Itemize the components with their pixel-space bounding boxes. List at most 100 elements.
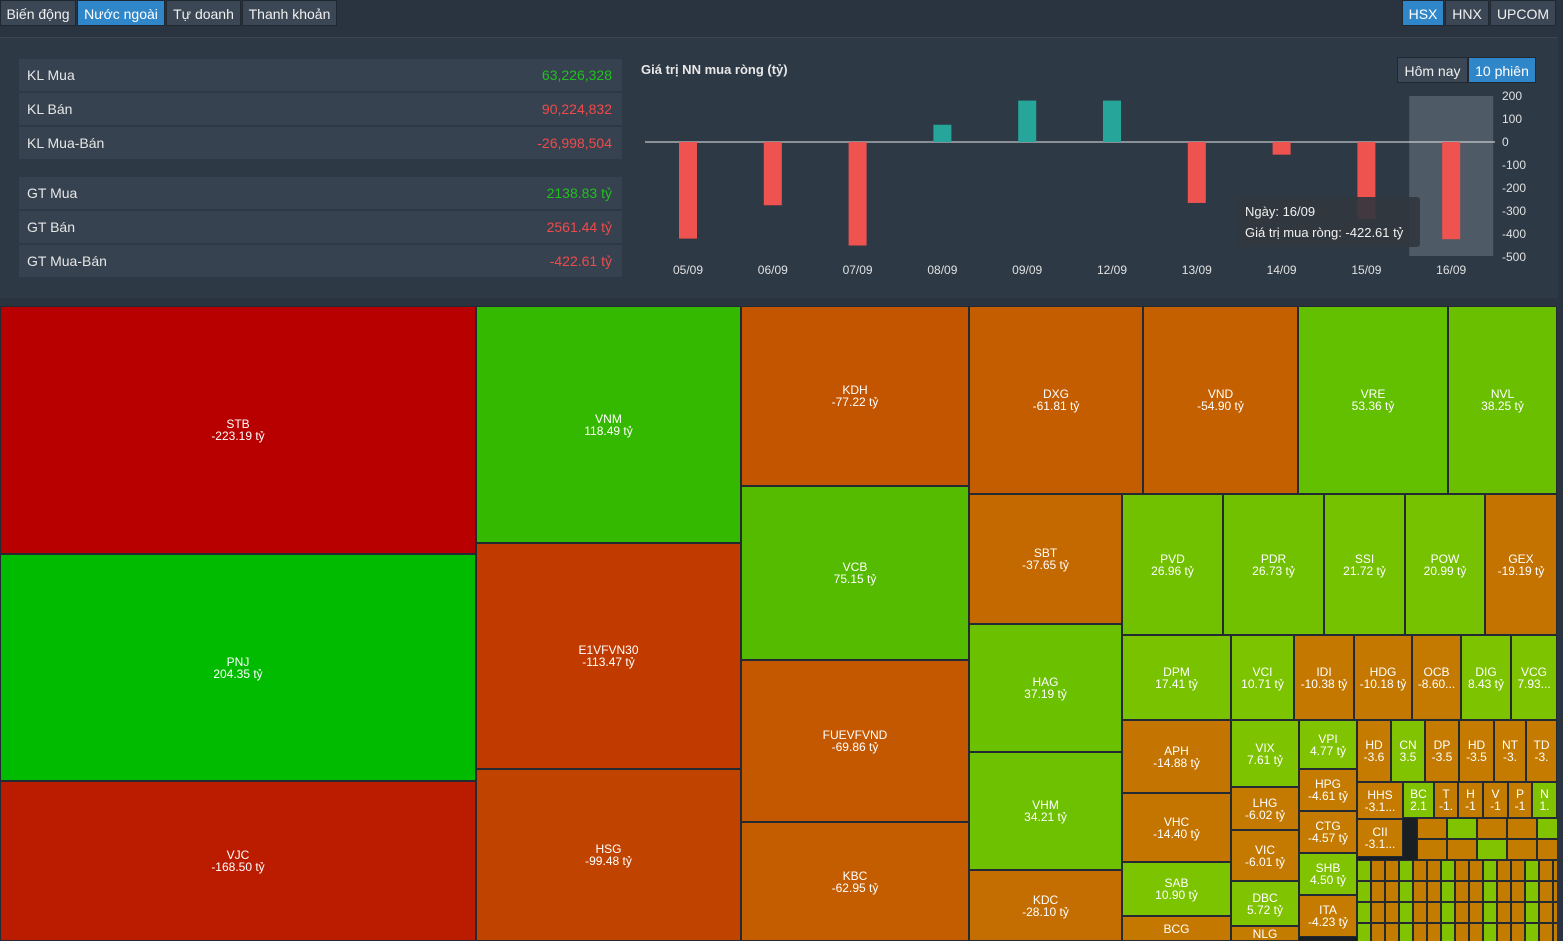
treemap-cell-small[interactable] (1497, 860, 1511, 881)
tab-nuoc-ngoai[interactable]: Nước ngoài (77, 0, 165, 26)
treemap-cell-vcb[interactable]: VCB 75.15 tỷ (741, 486, 969, 660)
treemap-cell-small[interactable] (1469, 923, 1483, 941)
tab-tu-doanh[interactable]: Tự doanh (166, 0, 241, 26)
bar-16/09[interactable] (1442, 142, 1461, 240)
treemap-cell-small[interactable] (1357, 860, 1371, 881)
treemap-cell-aph[interactable]: APH -14.88 tỷ (1122, 720, 1231, 793)
bar-07/09[interactable] (848, 142, 867, 246)
exchange-hnx[interactable]: HNX (1445, 0, 1489, 26)
treemap-cell-small[interactable] (1371, 923, 1385, 941)
bar-06/09[interactable] (763, 142, 782, 206)
treemap-cell-small[interactable] (1441, 860, 1455, 881)
treemap-cell-sab[interactable]: SAB 10.90 tỷ (1122, 862, 1231, 916)
treemap-cell-small[interactable] (1553, 902, 1557, 923)
today-button[interactable]: Hôm nay (1397, 57, 1468, 83)
treemap-cell-sbt[interactable]: SBT -37.65 tỷ (969, 494, 1122, 624)
treemap-cell-small[interactable] (1553, 881, 1557, 902)
treemap-cell-idi[interactable]: IDI -10.38 tỷ (1294, 635, 1354, 720)
treemap-cell-small[interactable] (1553, 860, 1557, 881)
bar-09/09[interactable] (1018, 100, 1037, 142)
treemap-cell-vci[interactable]: VCI 10.71 tỷ (1231, 635, 1294, 720)
treemap-cell-small[interactable] (1447, 839, 1477, 860)
treemap-cell-nlg[interactable]: NLG (1231, 926, 1299, 941)
treemap-cell-small[interactable] (1539, 902, 1553, 923)
treemap-cell-p[interactable]: P -1 (1508, 782, 1532, 818)
bar-08/09[interactable] (933, 124, 952, 142)
treemap-cell-small[interactable] (1371, 902, 1385, 923)
treemap-cell-small[interactable] (1441, 923, 1455, 941)
treemap-cell-small[interactable] (1497, 923, 1511, 941)
treemap-cell-small[interactable] (1427, 881, 1441, 902)
treemap-cell-small[interactable] (1511, 923, 1525, 941)
treemap-cell-vjc[interactable]: VJC -168.50 tỷ (0, 781, 476, 941)
treemap-cell-small[interactable] (1385, 881, 1399, 902)
treemap-cell-small[interactable] (1427, 923, 1441, 941)
bar-12/09[interactable] (1103, 100, 1121, 142)
treemap-cell-small[interactable] (1483, 923, 1497, 941)
treemap-cell-small[interactable] (1525, 923, 1539, 941)
treemap-cell-hdg[interactable]: HDG -10.18 tỷ (1354, 635, 1412, 720)
treemap-cell-small[interactable] (1455, 902, 1469, 923)
treemap-cell-t[interactable]: T -1. (1434, 782, 1458, 818)
treemap-cell-dig[interactable]: DIG 8.43 tỷ (1461, 635, 1511, 720)
treemap-cell-kbc[interactable]: KBC -62.95 tỷ (741, 822, 969, 941)
treemap-cell-dp[interactable]: DP -3.5 (1425, 720, 1459, 782)
bar-13/09[interactable] (1187, 142, 1206, 203)
treemap-cell-small[interactable] (1399, 902, 1413, 923)
treemap-cell-small[interactable] (1413, 860, 1427, 881)
treemap-cell-ctg[interactable]: CTG -4.57 tỷ (1299, 811, 1357, 853)
treemap-cell-small[interactable] (1371, 881, 1385, 902)
treemap-cell-small[interactable] (1537, 818, 1557, 839)
treemap-cell-pow[interactable]: POW 20.99 tỷ (1405, 494, 1485, 635)
treemap-cell-vpi[interactable]: VPI 4.77 tỷ (1299, 720, 1357, 769)
treemap-cell-small[interactable] (1357, 923, 1371, 941)
treemap-cell-small[interactable] (1469, 881, 1483, 902)
ten-sessions-button[interactable]: 10 phiên (1468, 57, 1536, 83)
treemap-cell-small[interactable] (1399, 923, 1413, 941)
treemap-cell-small[interactable] (1385, 923, 1399, 941)
treemap-cell-gex[interactable]: GEX -19.19 tỷ (1485, 494, 1557, 635)
treemap-cell-small[interactable] (1427, 860, 1441, 881)
treemap-cell-small[interactable] (1483, 902, 1497, 923)
treemap-cell-small[interactable] (1441, 902, 1455, 923)
treemap-cell-small[interactable] (1455, 881, 1469, 902)
treemap-cell-bc[interactable]: BC 2.1 (1403, 782, 1434, 818)
bar-14/09[interactable] (1272, 142, 1291, 155)
treemap-cell-vre[interactable]: VRE 53.36 tỷ (1298, 306, 1448, 494)
treemap-cell-small[interactable] (1469, 860, 1483, 881)
treemap-cell-small[interactable] (1413, 902, 1427, 923)
treemap-cell-small[interactable] (1427, 902, 1441, 923)
treemap-cell-ssi[interactable]: SSI 21.72 tỷ (1324, 494, 1405, 635)
treemap-cell-small[interactable] (1417, 839, 1447, 860)
treemap-cell-small[interactable] (1357, 902, 1371, 923)
treemap-cell-small[interactable] (1455, 923, 1469, 941)
tab-thanh-khoan[interactable]: Thanh khoản (242, 0, 337, 26)
treemap-cell-small[interactable] (1413, 881, 1427, 902)
treemap-cell-small[interactable] (1483, 860, 1497, 881)
treemap-cell-small[interactable] (1539, 881, 1553, 902)
treemap-cell-small[interactable] (1539, 860, 1553, 881)
treemap-cell-vhm[interactable]: VHM 34.21 tỷ (969, 752, 1122, 870)
treemap-cell-small[interactable] (1385, 902, 1399, 923)
treemap-cell-e1vfvn30[interactable]: E1VFVN30 -113.47 tỷ (476, 543, 741, 769)
treemap-cell-small[interactable] (1455, 860, 1469, 881)
treemap-cell-dxg[interactable]: DXG -61.81 tỷ (969, 306, 1143, 494)
treemap-cell-nvl[interactable]: NVL 38.25 tỷ (1448, 306, 1557, 494)
treemap-cell-small[interactable] (1497, 881, 1511, 902)
treemap-cell-nt[interactable]: NT -3. (1494, 720, 1526, 782)
exchange-hsx[interactable]: HSX (1402, 0, 1444, 26)
treemap-cell-vix[interactable]: VIX 7.61 tỷ (1231, 720, 1299, 787)
tab-bien-dong[interactable]: Biến động (0, 0, 76, 26)
treemap-cell-small[interactable] (1497, 902, 1511, 923)
treemap-cell-hpg[interactable]: HPG -4.61 tỷ (1299, 769, 1357, 811)
treemap-cell-shb[interactable]: SHB 4.50 tỷ (1299, 853, 1357, 895)
exchange-upcom[interactable]: UPCOM (1490, 0, 1556, 26)
treemap-cell-small[interactable] (1483, 881, 1497, 902)
treemap-cell-vnd[interactable]: VND -54.90 tỷ (1143, 306, 1298, 494)
bar-05/09[interactable] (679, 142, 697, 239)
treemap-cell-small[interactable] (1507, 818, 1537, 839)
treemap-cell-small[interactable] (1539, 923, 1553, 941)
treemap-cell-td[interactable]: TD -3. (1526, 720, 1557, 782)
treemap-cell-small[interactable] (1385, 860, 1399, 881)
treemap-cell-vnm[interactable]: VNM 118.49 tỷ (476, 306, 741, 543)
